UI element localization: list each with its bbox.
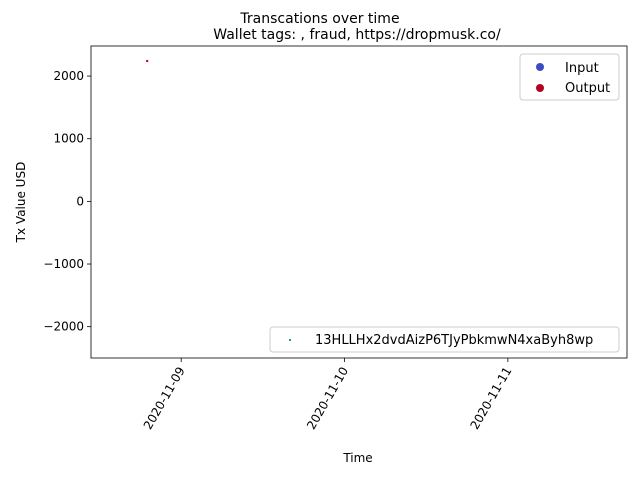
- chart-suptitle: Transcations over time: [239, 11, 399, 27]
- data-points: [145, 59, 149, 63]
- legend-input-label: Input: [565, 61, 599, 76]
- legend-wallet: 13HLLHx2dvdAizP6TJyPbkmwN4xaByh8wp: [269, 326, 620, 353]
- y-tick-label: 0: [76, 194, 84, 208]
- x-tick-label: 2020-11-11: [467, 365, 514, 432]
- legend-type-frame: [519, 53, 620, 101]
- y-tick-label: 2000: [53, 69, 84, 83]
- y-tick-label: −2000: [43, 320, 84, 334]
- legend-wallet-frame: [269, 326, 620, 353]
- x-axis-label: Time: [342, 451, 372, 465]
- x-tick-label: 2020-11-10: [304, 365, 351, 432]
- x-tick-label: 2020-11-09: [141, 365, 188, 432]
- y-tick-label: 1000: [53, 132, 84, 146]
- x-axis: 2020-11-09 2020-11-10 2020-11-11: [141, 358, 514, 432]
- legend-type: Input Output: [519, 53, 620, 101]
- data-point: [145, 59, 149, 63]
- legend-output-label: Output: [565, 81, 610, 96]
- y-tick-label: −1000: [43, 257, 84, 271]
- legend-wallet-label: 13HLLHx2dvdAizP6TJyPbkmwN4xaByh8wp: [315, 333, 593, 348]
- legend-input-marker: [536, 63, 544, 71]
- y-axis: 2000 1000 0 −1000 −2000: [43, 69, 91, 334]
- legend-wallet-marker: [289, 339, 291, 341]
- chart-title: Wallet tags: , fraud, https://dropmusk.c…: [213, 27, 501, 43]
- y-axis-label: Tx Value USD: [14, 162, 28, 244]
- legend-output-marker: [536, 84, 544, 92]
